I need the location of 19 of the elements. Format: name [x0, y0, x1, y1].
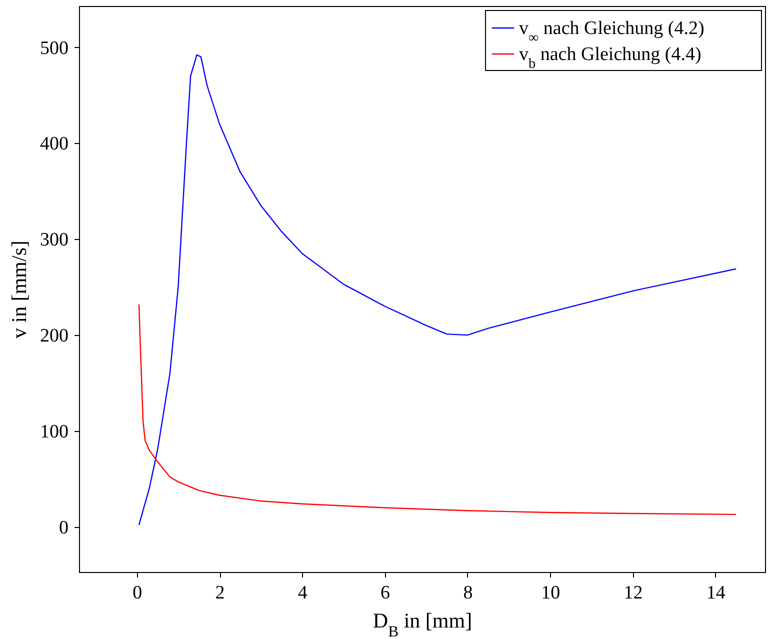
legend-label: v$_{∞}$ nach Gleichung (4.2) — [519, 18, 704, 46]
x-tick-label: 12 — [624, 582, 643, 604]
x-tick-label: 14 — [706, 582, 726, 604]
y-tick-label: 300 — [40, 230, 68, 251]
y-tick-label: 500 — [40, 38, 68, 59]
x-tick-label: 8 — [463, 582, 473, 604]
y-axis-title: v in [mm/s] — [7, 240, 31, 338]
x-tick-label: 4 — [298, 582, 308, 604]
x-tick-label: 0 — [132, 582, 142, 604]
y-tick-label: 0 — [59, 517, 68, 538]
line-series — [138, 304, 737, 516]
x-tick-label: 2 — [215, 582, 225, 604]
legend-label: v$_{b}$ nach Gleichung (4.4) — [519, 44, 702, 72]
y-tick-label: 200 — [40, 326, 68, 347]
y-tick-label: 400 — [40, 134, 68, 155]
x-tick-label: 6 — [380, 582, 390, 604]
y-tick-label: 100 — [40, 421, 68, 442]
x-tick-label: 10 — [541, 582, 560, 604]
x-axis-title: D$_{B}$ in [mm] — [372, 608, 472, 639]
